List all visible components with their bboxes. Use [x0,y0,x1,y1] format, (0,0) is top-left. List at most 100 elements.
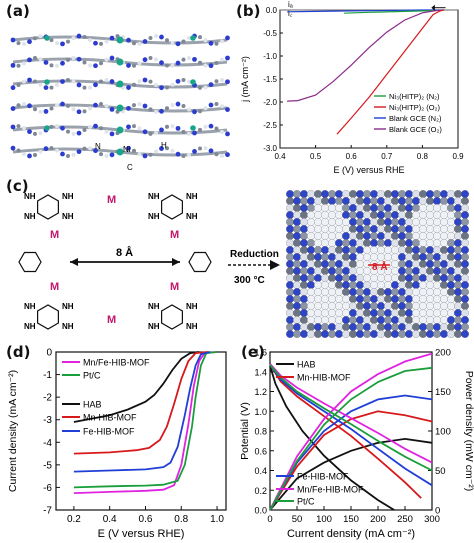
atom-sphere [356,246,364,254]
atom [192,149,197,154]
atom [93,102,98,108]
atom-sphere [377,190,385,198]
atom-sphere [419,316,427,324]
y-tick-label: -6 [43,483,52,494]
atom [49,106,54,111]
atom-sphere [300,211,308,219]
atom-sphere [349,309,357,317]
y-tick-label: -4 [43,438,52,449]
atom [175,101,181,107]
atom-sphere [461,330,469,338]
atom-sphere [433,211,441,219]
atom-sphere [314,288,322,296]
atom-sphere [342,218,350,226]
amine-group: NH [148,192,160,201]
atom-sphere [391,225,399,233]
atom [88,63,92,68]
atom-sphere [349,246,357,254]
atom-sphere [377,323,385,331]
atom [132,82,136,87]
atom [71,36,76,41]
power-density-curve [269,437,433,511]
atom-sphere [419,253,427,261]
atom-sphere [419,190,427,198]
atom [66,39,70,44]
atom-sphere [405,253,413,261]
atom-sphere [363,232,371,240]
atom-sphere [454,239,462,247]
atom-sphere [286,253,294,261]
atom-sphere [398,274,406,282]
atom [16,148,21,153]
atom [88,124,92,129]
atom [126,145,131,151]
atom [220,39,224,44]
x-tick-label: 1.0 [210,514,224,525]
atom-sphere [391,232,399,240]
atom [82,85,87,90]
atom-sphere [349,295,357,303]
reduction-arrow: Reduction 300 °C [228,249,280,286]
atom-sphere [377,204,385,212]
atom [175,60,181,66]
atom-sphere [321,225,329,233]
atom-sphere [342,281,350,289]
atom-sphere [286,225,294,233]
x-tick-label: 250 [397,514,413,525]
atom-sphere [363,267,371,275]
atom-sphere [307,309,315,317]
atom-sphere [433,267,441,275]
atom [55,63,59,68]
atom-sphere [335,274,343,282]
atom-sphere [419,274,427,282]
x-tick-label: 0.9 [452,152,464,161]
atom-sphere [370,225,378,233]
atom-sphere [349,225,357,233]
atom [159,146,164,151]
atom-sphere [391,295,399,303]
atom-sphere [433,197,441,205]
y-tick-label: 0.0 [266,6,278,15]
atom-sphere [447,204,455,212]
atom-sphere [398,302,406,310]
atom-sphere [447,309,455,317]
metal-center: M [50,281,59,293]
atom [126,37,131,43]
x-tick-label: 0 [267,514,272,525]
lsv-chart-d: 0.2 0.4 0.6 0.8 1.0 0 -1 -2 -3 -4 -5 -6 -7 E (V versu… [7,348,227,540]
atom-sphere [454,330,462,338]
y-tick-label: -3.0 [263,144,277,153]
atom [109,35,115,41]
atom-sphere [447,267,455,275]
atom-sphere [307,190,315,198]
y-tick-label: 0.6 [254,446,267,456]
atom-sphere [328,309,336,317]
y-tick-label: -1.5 [263,75,277,84]
atom-sphere [363,281,371,289]
atom [104,57,109,62]
atom-sphere [398,295,406,303]
atom [27,153,32,159]
atom [208,123,214,129]
atom-sphere [447,246,455,254]
atom-sphere [426,190,434,198]
atom-sphere [426,323,434,331]
atom-sphere [454,246,462,254]
atom [126,105,131,111]
legend-entry: Blank GCE (N₂) [389,114,442,123]
legend-entry: HAB [297,360,316,370]
atom-sphere [454,274,462,282]
atom-sphere [419,232,427,240]
series-line [287,9,444,102]
atom-sphere [384,190,392,198]
atom-sphere [440,197,448,205]
atom-sphere [426,232,434,240]
atom [33,131,37,136]
x-tick-label: 100 [316,514,332,525]
atom-sphere [447,316,455,324]
atom-sphere [286,281,294,289]
atom-sphere [391,309,399,317]
atom-sphere [321,316,329,324]
atom-sphere [419,267,427,275]
atom-sphere [370,232,378,240]
